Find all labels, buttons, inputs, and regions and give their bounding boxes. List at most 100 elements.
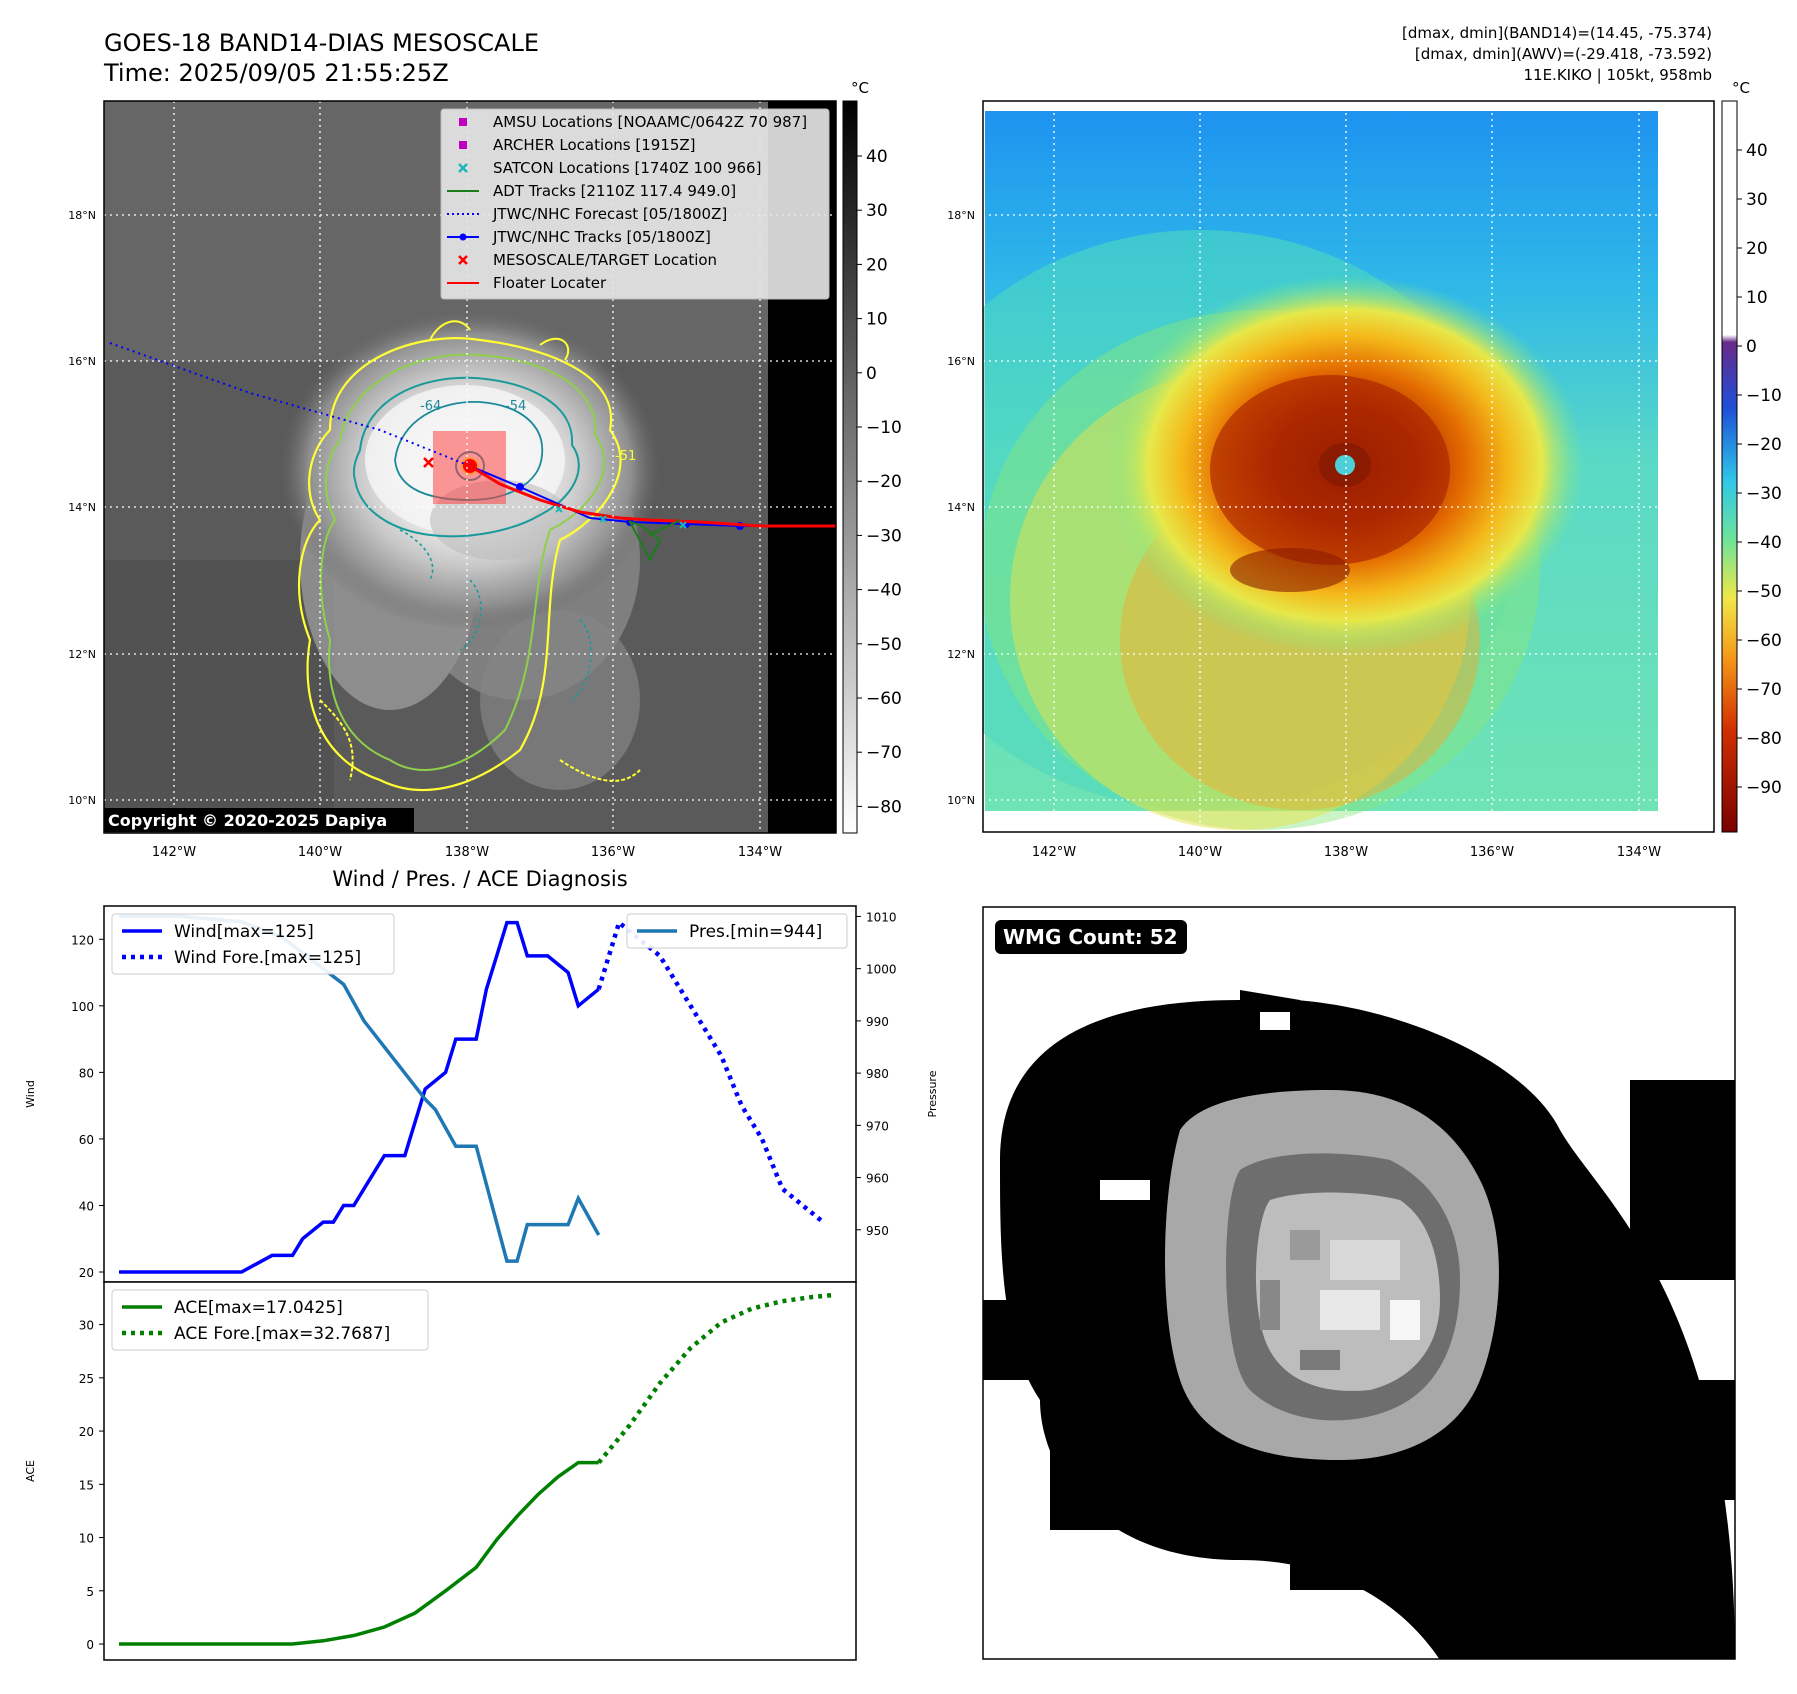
storm-eye bbox=[1335, 455, 1355, 475]
lat-label: 18°N bbox=[947, 209, 975, 222]
colorbar-tick-label: −80 bbox=[1746, 729, 1782, 749]
jtwc-forecast-track bbox=[109, 342, 471, 467]
dmax-awv: [dmax, dmin](AWV)=(-29.418, -73.592) bbox=[1415, 45, 1712, 63]
lon-label: 142°W bbox=[1032, 845, 1076, 860]
colorbar-tick-label: −40 bbox=[1746, 533, 1782, 553]
contour-yellow bbox=[298, 337, 622, 792]
colorbar-tick-label: 30 bbox=[1746, 190, 1768, 210]
lon-label: 136°W bbox=[591, 845, 635, 860]
y-tick-label: 10 bbox=[79, 1532, 94, 1546]
y-axis-label: Wind bbox=[24, 1080, 37, 1108]
diagnosis-title: Wind / Pres. / ACE Diagnosis bbox=[332, 867, 627, 891]
ace-chart: 0 5 10 15 20 25 30 ACE ACE[max=17.0425] ACE Fore.… bbox=[24, 1281, 857, 1661]
chart-legend bbox=[111, 913, 395, 975]
legend-label: ARCHER Locations [1915Z] bbox=[493, 136, 696, 154]
legend-marker-square bbox=[459, 141, 467, 149]
legend-label: Wind Fore.[max=125] bbox=[174, 948, 361, 968]
colorbar-tick-label: −10 bbox=[866, 418, 902, 438]
legend-label: Wind[max=125] bbox=[174, 922, 314, 942]
legend-item: MESOSCALE/TARGET Location bbox=[458, 251, 717, 269]
legend-marker-x bbox=[458, 163, 468, 173]
colorbar-tick-label: 0 bbox=[1746, 337, 1757, 357]
y2-tick-label: 960 bbox=[866, 1172, 889, 1186]
figure-time: Time: 2025/09/05 21:55:25Z bbox=[103, 59, 449, 87]
copyright-box bbox=[104, 808, 414, 832]
colorbar-tick-label: 20 bbox=[866, 255, 888, 275]
chart-legend bbox=[626, 913, 848, 949]
y-tick-label: 100 bbox=[71, 1000, 94, 1014]
y2-tick-label: 990 bbox=[866, 1015, 889, 1029]
color-colorbar-unit: °C bbox=[1732, 79, 1750, 97]
lon-label: 142°W bbox=[152, 845, 196, 860]
dmax-band14: [dmax, dmin](BAND14)=(14.45, -75.374) bbox=[1402, 24, 1712, 42]
colorbar-tick-label: −90 bbox=[1746, 778, 1782, 798]
wmg-panel: WMG Count: 52 bbox=[982, 906, 1736, 1660]
lon-label: 140°W bbox=[298, 845, 342, 860]
lat-label: 18°N bbox=[68, 209, 96, 222]
gray-colorbar-unit: °C bbox=[851, 79, 869, 97]
floater-locater-track bbox=[469, 464, 836, 528]
legend-marker-x bbox=[458, 255, 468, 265]
y-tick-label: 40 bbox=[79, 1199, 94, 1213]
adt-track bbox=[628, 519, 681, 563]
y-axis-label: ACE bbox=[24, 1460, 37, 1482]
colorbar-tick-label: 10 bbox=[866, 310, 888, 330]
colorbar-tick-label: −50 bbox=[1746, 582, 1782, 602]
colorbar-tick-label: −80 bbox=[866, 797, 902, 817]
colorbar-tick-label: 0 bbox=[866, 364, 877, 384]
wmg-count-box bbox=[995, 920, 1187, 954]
colorbar-tick-label: 20 bbox=[1746, 239, 1768, 259]
figure-title: GOES-18 BAND14-DIAS MESOSCALE bbox=[104, 29, 539, 57]
wmg-grid bbox=[983, 990, 1735, 1659]
y-tick-label: 120 bbox=[71, 933, 94, 947]
colorbar-tick-label: 40 bbox=[866, 147, 888, 167]
lat-label: 16°N bbox=[947, 355, 975, 368]
colorbar-tick-label: 10 bbox=[1746, 288, 1768, 308]
lon-label: 138°W bbox=[445, 845, 489, 860]
legend-item: ARCHER Locations [1915Z] bbox=[459, 136, 696, 154]
y2-tick-label: 1010 bbox=[866, 910, 897, 924]
lat-label: 14°N bbox=[947, 501, 975, 514]
wind-pressure-chart: 20 40 60 80 100 120 Wind 950 960 970 980 990 1000 101… bbox=[24, 905, 939, 1283]
legend-item: ADT Tracks [2110Z 117.4 949.0] bbox=[447, 182, 736, 200]
legend-label: MESOSCALE/TARGET Location bbox=[493, 251, 717, 269]
y-tick-label: 25 bbox=[79, 1372, 94, 1386]
legend-label: SATCON Locations [1740Z 100 966] bbox=[493, 159, 761, 177]
legend-item: JTWC/NHC Forecast [05/1800Z] bbox=[447, 205, 727, 223]
legend-item: JTWC/NHC Tracks [05/1800Z] bbox=[447, 228, 711, 246]
colorbar-tick-label: −70 bbox=[1746, 680, 1782, 700]
lat-label: 14°N bbox=[68, 501, 96, 514]
y2-tick-label: 980 bbox=[866, 1067, 889, 1081]
gray-colorbar: °C 40 30 20 10 0 −10 −20 −30 −40 −50 −60 −70 −80 bbox=[842, 79, 902, 834]
legend-marker-dot bbox=[459, 233, 467, 241]
series-line-ace bbox=[119, 1460, 599, 1646]
contour-teal-outer bbox=[352, 376, 580, 538]
legend-label: Pres.[min=944] bbox=[689, 922, 822, 942]
colorbar-tick-label: −10 bbox=[1746, 386, 1782, 406]
legend-item: SATCON Locations [1740Z 100 966] bbox=[458, 159, 761, 177]
mesoscale-target-marker bbox=[423, 457, 434, 468]
jtwc-track-point bbox=[516, 483, 524, 491]
lon-label: 140°W bbox=[1178, 845, 1222, 860]
series-line-wind bbox=[119, 920, 600, 1274]
legend-label: AMSU Locations [NOAAMC/0642Z 70 987] bbox=[493, 113, 807, 131]
y-tick-label: 15 bbox=[79, 1478, 94, 1492]
color-colorbar: °C 40 30 20 10 0 −10 −20 −30 −40 −50 −60 −70 −80 −90 bbox=[1721, 79, 1782, 833]
y2-tick-label: 1000 bbox=[866, 963, 897, 977]
colorbar-tick-label: −50 bbox=[866, 635, 902, 655]
legend-label: ACE[max=17.0425] bbox=[174, 1298, 343, 1318]
lon-label: 134°W bbox=[738, 845, 782, 860]
wmg-count-label: WMG Count: 52 bbox=[1003, 925, 1178, 949]
colorbar-tick-label: −30 bbox=[866, 526, 902, 546]
lon-label: 134°W bbox=[1617, 845, 1661, 860]
colorbar-tick-label: −30 bbox=[1746, 484, 1782, 504]
colorbar-tick-label: −70 bbox=[866, 743, 902, 763]
colorbar-tick-label: 40 bbox=[1746, 141, 1768, 161]
y-tick-label: 20 bbox=[79, 1425, 94, 1439]
chart-legend bbox=[111, 1289, 429, 1351]
y-tick-label: 60 bbox=[79, 1133, 94, 1147]
legend-item: Floater Locater bbox=[447, 274, 607, 292]
y2-tick-label: 970 bbox=[866, 1119, 889, 1133]
y2-tick-label: 950 bbox=[866, 1224, 889, 1238]
